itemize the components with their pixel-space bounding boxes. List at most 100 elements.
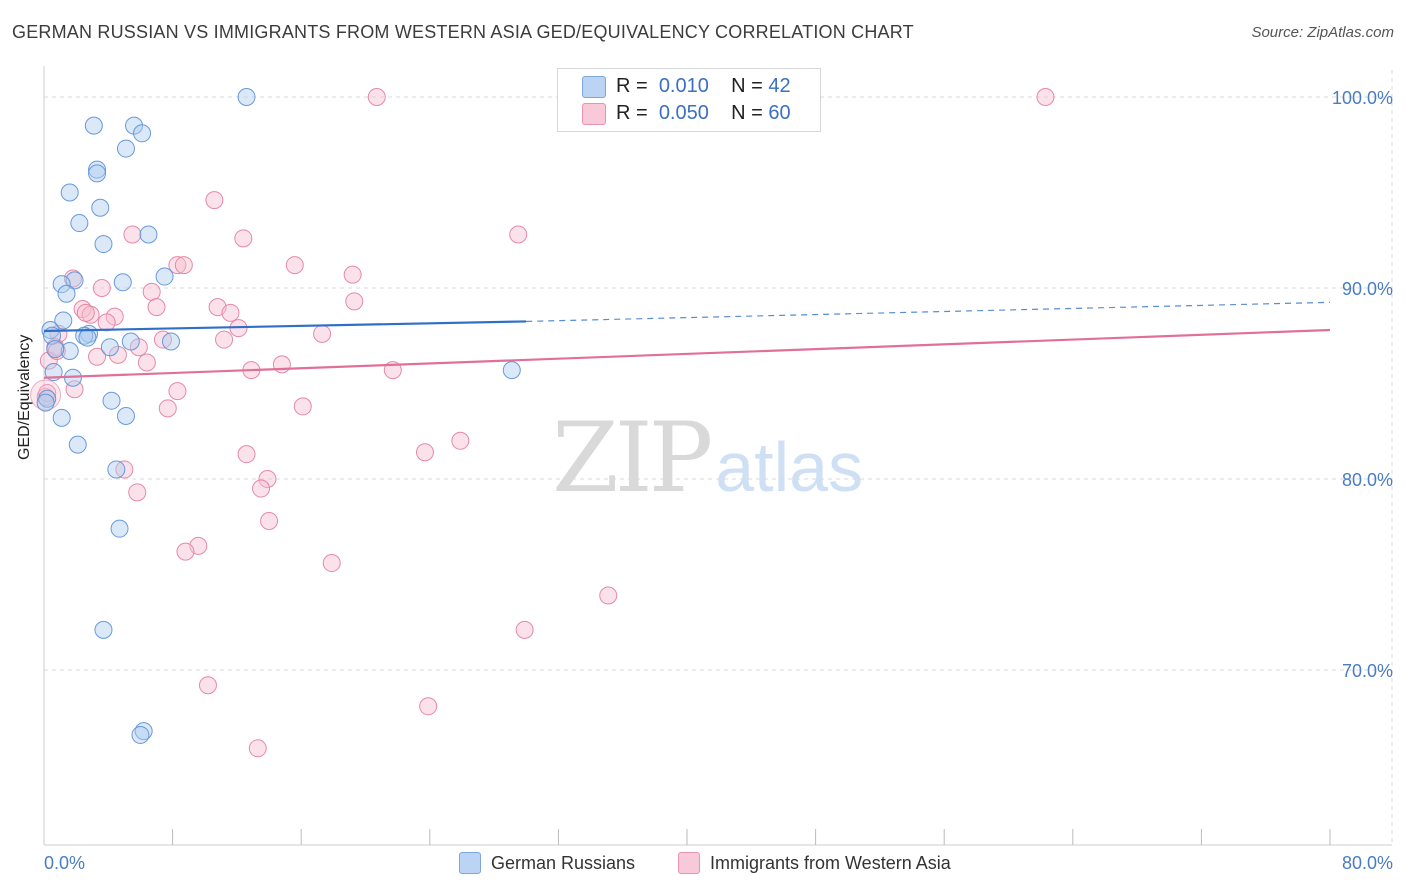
data-point — [345, 292, 364, 311]
data-point — [142, 282, 161, 301]
data-point — [116, 139, 135, 158]
data-point — [97, 313, 116, 332]
data-point — [221, 303, 240, 322]
series-german-russians-points — [36, 88, 521, 744]
r-value: 0.050 — [658, 101, 709, 124]
data-point — [237, 88, 256, 106]
data-point — [102, 391, 121, 410]
legend-row-text: R = 0.050 N = 60 — [616, 102, 791, 125]
data-point — [123, 225, 142, 244]
data-point — [52, 275, 71, 294]
n-label: N = — [731, 74, 763, 97]
data-point — [100, 338, 119, 357]
data-point — [168, 256, 187, 275]
data-point — [38, 384, 57, 403]
trend-line-german-russians — [43, 320, 527, 333]
watermark-zip: ZIP — [552, 402, 713, 514]
data-point — [1036, 88, 1055, 106]
data-point — [110, 519, 129, 538]
data-point — [68, 435, 87, 454]
data-point — [113, 273, 132, 292]
legend-label: German Russians — [491, 852, 636, 873]
data-point — [88, 164, 107, 183]
data-point — [322, 554, 341, 573]
data-point — [139, 225, 158, 244]
data-point — [272, 355, 291, 374]
data-point — [121, 332, 140, 351]
legend-label: Immigrants from Western Asia — [710, 852, 951, 873]
data-point — [36, 393, 55, 412]
y-tick-label: 90.0% — [1342, 279, 1393, 299]
x-tick-label: 0.0% — [44, 853, 85, 873]
data-point — [198, 676, 217, 695]
data-point — [252, 479, 271, 498]
data-point — [367, 88, 386, 106]
data-point — [46, 340, 65, 359]
data-point — [502, 361, 521, 380]
watermark: ZIPatlas — [552, 402, 863, 514]
data-point — [54, 311, 73, 330]
data-point — [509, 225, 528, 244]
data-point — [91, 198, 110, 217]
data-point — [137, 353, 156, 372]
data-point — [116, 406, 135, 425]
data-point — [70, 214, 89, 233]
tick-labels: 100.0% 90.0% 80.0% 70.0% 0.0% 80.0% — [44, 88, 1393, 873]
legend-swatch-pink — [582, 103, 606, 125]
data-point — [88, 347, 107, 366]
y-tick-label: 80.0% — [1342, 470, 1393, 490]
data-point — [60, 342, 79, 361]
n-value: 42 — [768, 74, 791, 97]
legend-item-immigrants-western-asia[interactable]: Immigrants from Western Asia — [678, 852, 951, 874]
data-point — [176, 542, 195, 561]
r-label: R = — [616, 101, 648, 124]
data-point — [131, 725, 150, 744]
data-point — [107, 460, 126, 479]
n-value: 60 — [768, 101, 791, 124]
y-tick-label: 100.0% — [1332, 88, 1393, 108]
data-point — [174, 256, 193, 275]
trend-line-immigrants-western-asia — [43, 328, 1331, 379]
series-legend: German Russians Immigrants from Western … — [0, 852, 1406, 878]
data-point — [92, 279, 111, 297]
data-point-cluster — [30, 379, 62, 411]
data-point — [158, 399, 177, 418]
chart-source: Source: ZipAtlas.com — [1251, 24, 1394, 41]
data-point — [293, 397, 312, 416]
data-point — [237, 445, 256, 464]
data-point — [60, 183, 79, 202]
legend-swatch-pink — [678, 852, 700, 874]
data-point — [313, 324, 332, 343]
data-point — [260, 512, 279, 531]
trend-lines — [43, 301, 1331, 379]
r-label: R = — [616, 74, 648, 97]
data-point — [57, 284, 76, 303]
data-point — [147, 298, 166, 317]
y-tick-label: 70.0% — [1342, 661, 1393, 681]
data-point — [94, 620, 113, 639]
legend-item-german-russians[interactable]: German Russians — [459, 852, 635, 874]
data-point — [248, 739, 267, 758]
data-point — [415, 443, 434, 462]
legend-swatch-blue — [582, 76, 606, 98]
data-point — [52, 408, 71, 427]
r-value: 0.010 — [658, 74, 709, 97]
data-point — [599, 586, 618, 605]
data-point — [451, 431, 470, 450]
data-point — [419, 697, 438, 716]
data-point — [65, 380, 84, 399]
data-point — [133, 124, 152, 143]
data-point — [75, 326, 94, 345]
trend-line-german-russians-extension — [526, 301, 1331, 323]
series-immigrants-western-asia-points — [30, 88, 1055, 758]
data-point — [88, 160, 107, 179]
legend-row-text: R = 0.010 N = 42 — [616, 75, 791, 98]
data-point — [515, 620, 534, 639]
data-point — [84, 116, 103, 135]
data-point — [155, 267, 174, 286]
data-point — [258, 470, 277, 488]
data-point — [161, 332, 180, 351]
correlation-legend: R = 0.010 N = 42 R = 0.050 N = 60 — [557, 68, 821, 132]
data-point — [343, 265, 362, 284]
